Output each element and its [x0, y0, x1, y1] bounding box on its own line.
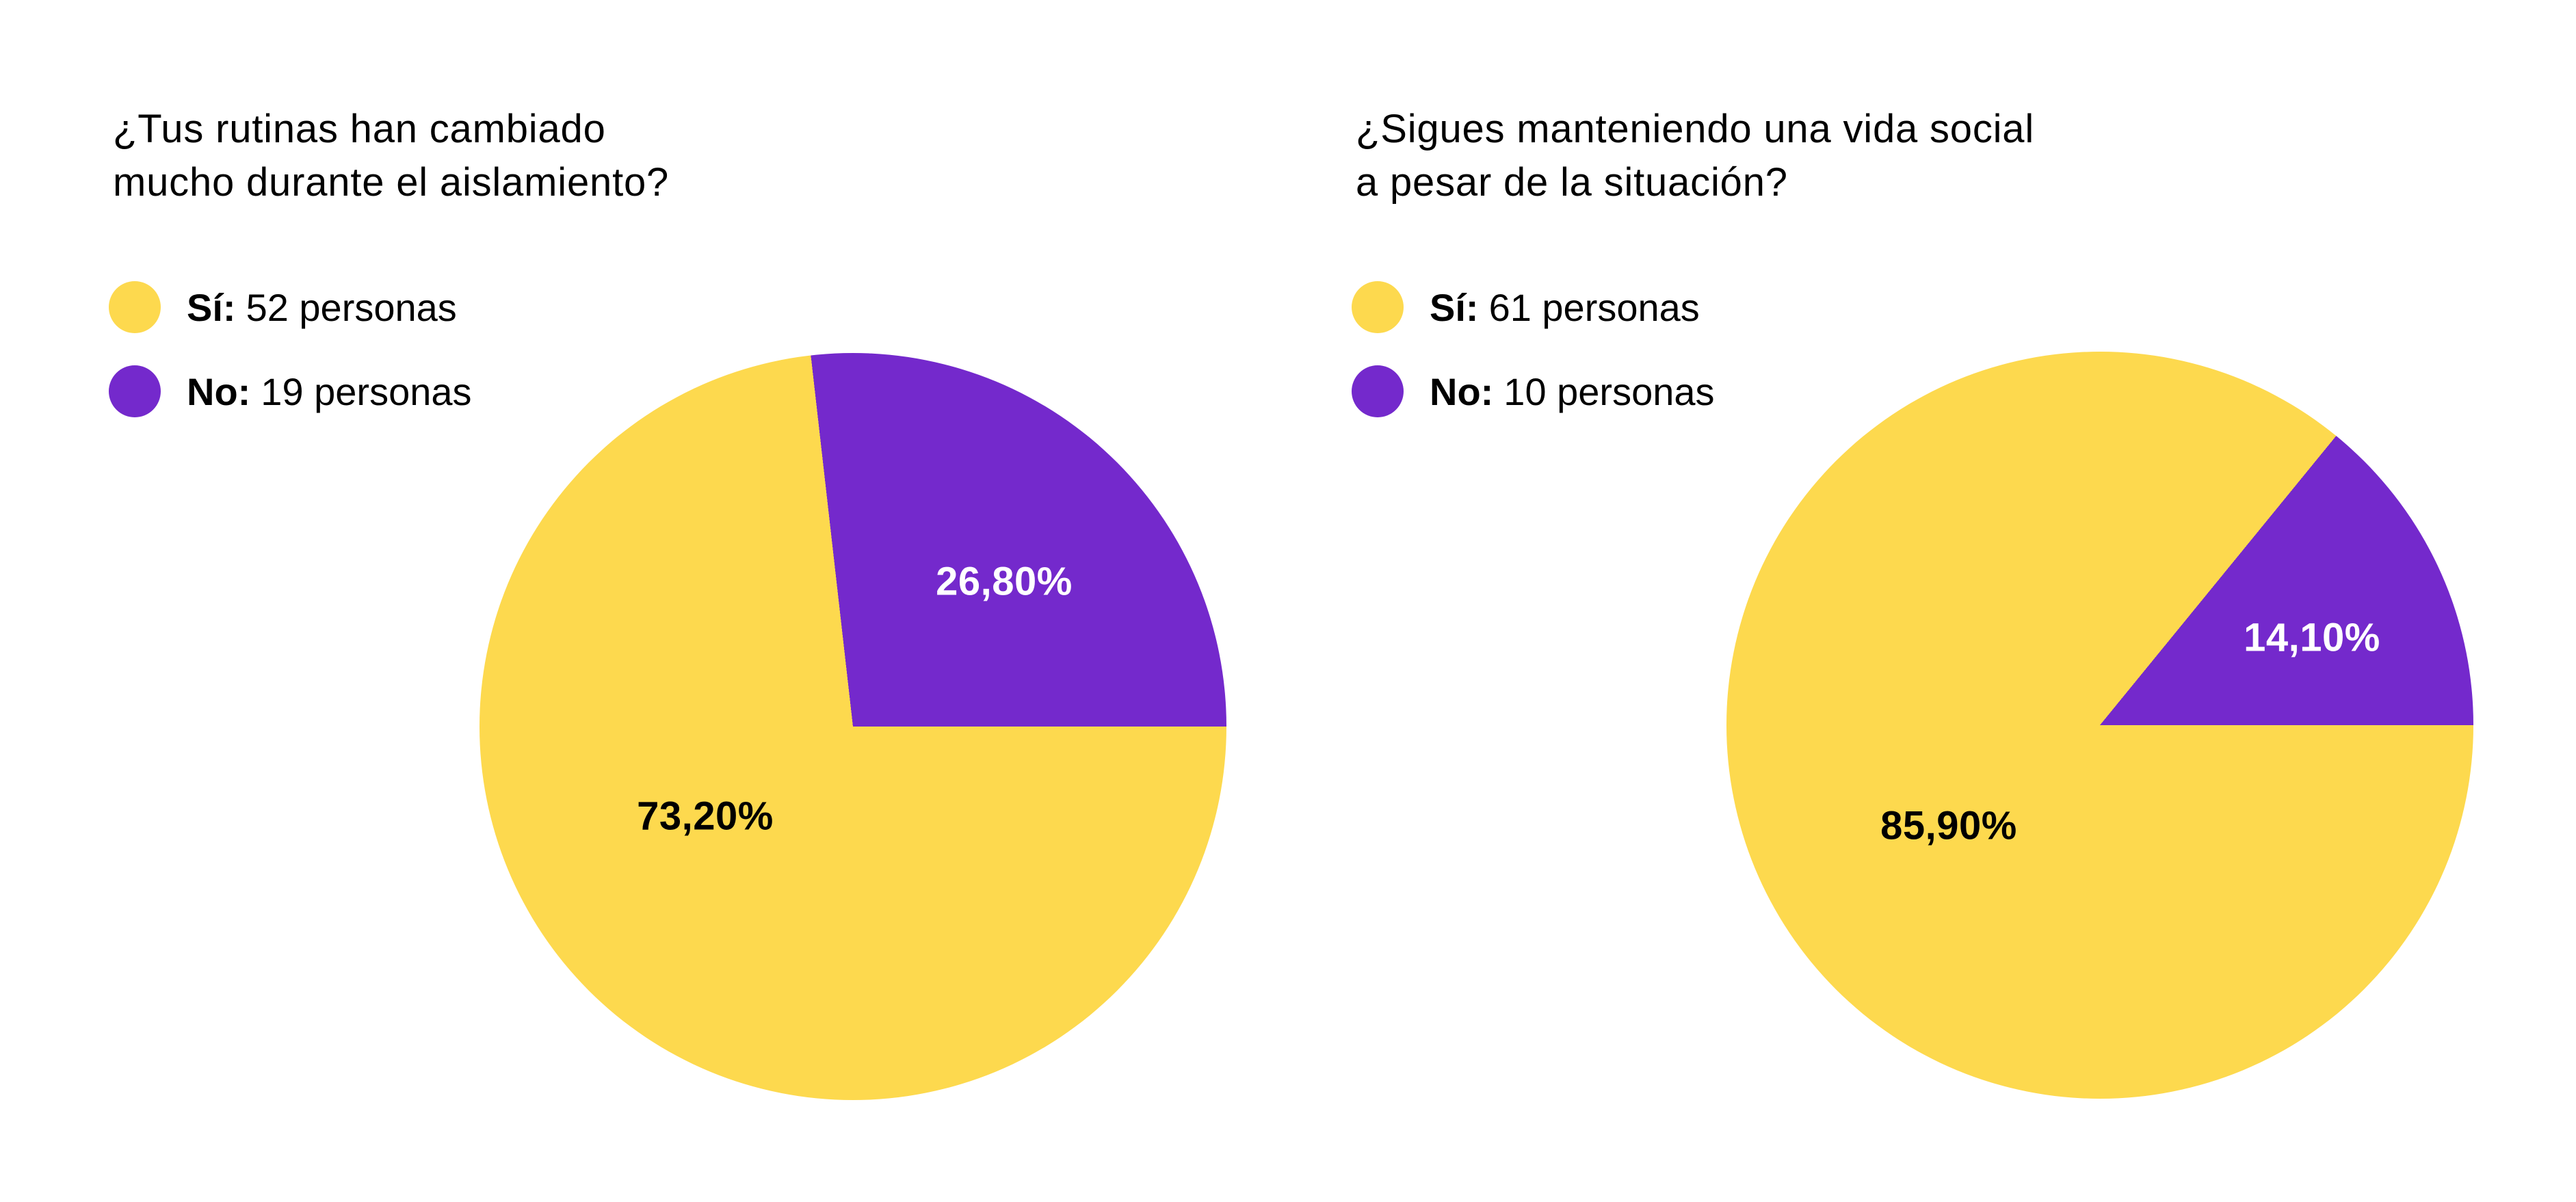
chart-title-social: ¿Sigues manteniendo una vida social a pes…: [1356, 103, 2034, 209]
slice-label-no: 14,10%: [2244, 615, 2380, 660]
legend-routines: Sí: 52 personas No: 19 personas: [109, 281, 472, 417]
legend-label-no: No: 19 personas: [187, 369, 472, 414]
legend-label-yes: Sí: 52 personas: [187, 285, 457, 330]
legend-label-yes: Sí: 61 personas: [1430, 285, 1700, 330]
title-line-1: ¿Sigues manteniendo una vida social: [1356, 107, 2035, 151]
slice-label-yes: 73,20%: [637, 794, 774, 839]
legend-item-no: No: 19 personas: [109, 365, 472, 417]
pie-chart-social: 85,90% 14,10%: [1726, 352, 2473, 1099]
legend-key-yes: Sí:: [187, 285, 236, 329]
title-line-2: a pesar de la situación?: [1356, 160, 1788, 205]
legend-value-no: 10 personas: [1503, 369, 1715, 413]
chart-social-life: ¿Sigues manteniendo una vida social a pes…: [1243, 0, 2529, 1202]
legend-social: Sí: 61 personas No: 10 personas: [1352, 281, 1715, 417]
chart-routines: ¿Tus rutinas han cambiado mucho durante e…: [0, 0, 1286, 1202]
pie-chart-routines: 73,20% 26,80%: [479, 353, 1226, 1100]
legend-dot-no: [109, 365, 161, 417]
legend-value-yes: 52 personas: [246, 285, 457, 329]
legend-key-no: No:: [187, 369, 251, 413]
legend-value-yes: 61 personas: [1488, 285, 1700, 329]
legend-value-no: 19 personas: [261, 369, 472, 413]
legend-item-yes: Sí: 61 personas: [1352, 281, 1715, 333]
slice-label-no: 26,80%: [936, 559, 1073, 604]
slice-label-yes: 85,90%: [1880, 803, 2017, 848]
legend-dot-no: [1352, 365, 1404, 417]
legend-key-no: No:: [1430, 369, 1494, 413]
legend-key-yes: Sí:: [1430, 285, 1479, 329]
legend-label-no: No: 10 personas: [1430, 369, 1715, 414]
legend-dot-yes: [109, 281, 161, 333]
legend-item-no: No: 10 personas: [1352, 365, 1715, 417]
legend-item-yes: Sí: 52 personas: [109, 281, 472, 333]
title-line-2: mucho durante el aislamiento?: [113, 160, 670, 205]
legend-dot-yes: [1352, 281, 1404, 333]
chart-title-routines: ¿Tus rutinas han cambiado mucho durante e…: [113, 103, 669, 209]
title-line-1: ¿Tus rutinas han cambiado: [113, 107, 606, 151]
